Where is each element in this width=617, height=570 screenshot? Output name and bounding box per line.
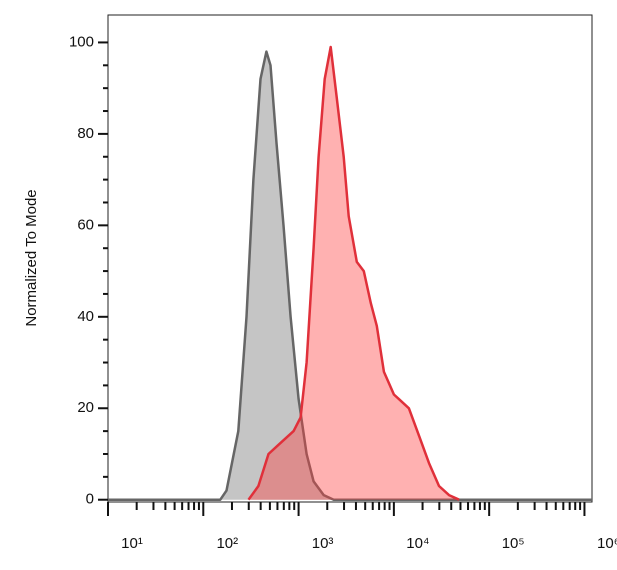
x-tick-label: 10³ — [312, 535, 334, 552]
x-tick-label: 10⁵ — [502, 535, 525, 552]
y-tick-label: 0 — [86, 491, 94, 508]
y-tick-label: 40 — [77, 308, 94, 325]
plot-frame — [107, 14, 593, 503]
y-tick-label: 60 — [77, 216, 94, 233]
x-tick-label: 10⁴ — [406, 535, 429, 552]
y-tick-label: 20 — [77, 399, 94, 416]
y-tick-label: 80 — [77, 125, 94, 142]
x-tick-label: 10² — [216, 535, 238, 552]
y-axis-label: Normalized To Mode — [23, 189, 40, 326]
histogram-line — [247, 45, 460, 501]
x-tick-label: 10⁶ — [597, 535, 617, 552]
x-tick-label: 10¹ — [121, 535, 143, 552]
y-tick-label: 100 — [69, 33, 94, 50]
histogram-area — [248, 47, 460, 500]
histogram-line — [108, 50, 592, 501]
